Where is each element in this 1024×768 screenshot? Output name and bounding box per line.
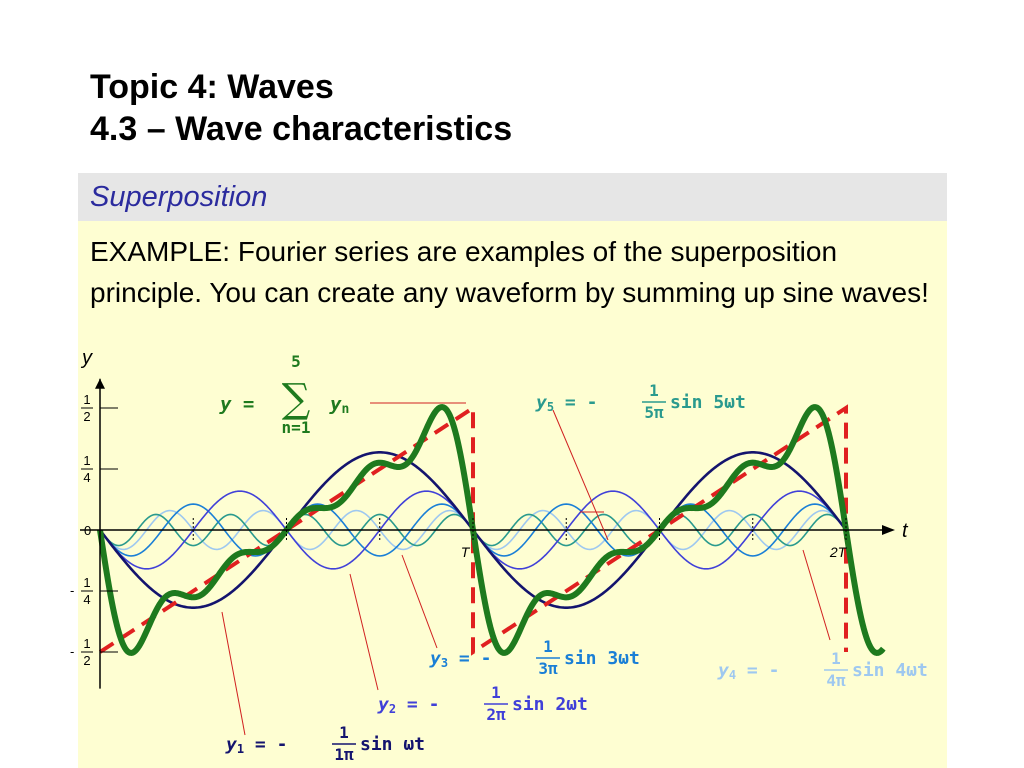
label-y1-fn: sin ωt: [360, 734, 425, 755]
x-axis-arrow: [882, 525, 895, 535]
label-y5-fn: sin 5ωt: [670, 392, 746, 413]
label-sum-lower: n=1: [282, 418, 311, 437]
label-y3-lhs: y3 = -: [429, 648, 491, 670]
y-tick-num-1: 1: [83, 453, 90, 468]
label-y2-eq: = -: [396, 694, 439, 715]
label-y3: y3 = - 1 3π sin 3ωt: [429, 637, 640, 678]
label-y4: y4 = - 1 4π sin 4ωt: [717, 649, 928, 690]
label-y1-eq: = -: [244, 734, 287, 755]
x-tick-label-1: 2T: [829, 544, 848, 560]
label-y5-var: y: [535, 392, 548, 413]
label-sum-sigma: ∑: [282, 376, 311, 422]
label-y4-var: y: [717, 660, 730, 681]
label-y3-eq: = -: [448, 648, 491, 669]
label-y5-lhs: y5 = -: [535, 392, 597, 414]
y-tick-label-2: 0: [84, 523, 91, 538]
y-tick-sign-3: -: [70, 583, 74, 598]
label-y1-lhs: y1 = -: [225, 734, 287, 756]
leader-lines-layer: [221, 402, 831, 736]
y-tick-den-4: 2: [83, 653, 90, 668]
label-y1-den: 1π: [334, 745, 354, 764]
label-y1-num: 1: [339, 723, 349, 742]
label-y3-fn: sin 3ωt: [564, 648, 640, 669]
label-sum-term-sub: n: [341, 402, 349, 417]
label-y3-var: y: [429, 648, 442, 669]
label-y2-sub: 2: [389, 702, 396, 716]
leader-y5: [552, 409, 609, 541]
label-sum-term: yn: [329, 393, 349, 417]
label-y3-den: 3π: [538, 659, 558, 678]
label-y4-den: 4π: [826, 671, 846, 690]
slide-title: Topic 4: Waves: [90, 68, 334, 106]
section-title: Superposition: [90, 181, 268, 213]
label-y2-var: y: [377, 694, 390, 715]
label-sum-lhs: y =: [219, 393, 254, 415]
y-tick-num-0: 1: [83, 392, 90, 407]
y-tick-den-0: 2: [83, 409, 90, 424]
y-axis-arrow: [95, 378, 105, 389]
label-y2-fn: sin 2ωt: [512, 694, 588, 715]
y-tick-den-3: 4: [83, 592, 90, 607]
y-axis-label: y: [80, 347, 93, 369]
series-sum-line: [97, 404, 886, 656]
label-y2: y2 = - 1 2π sin 2ωt: [377, 683, 588, 724]
label-y2-lhs: y2 = -: [377, 694, 439, 716]
label-y4-num: 1: [831, 649, 841, 668]
label-y4-lhs: y4 = -: [717, 660, 779, 682]
content-box: EXAMPLE: Fourier series are examples of …: [78, 221, 947, 768]
leader-y1: [221, 611, 246, 736]
label-y5-num: 1: [649, 381, 659, 400]
x-tick-label-0: T: [461, 544, 471, 560]
label-sum: y = 5 ∑n=1 yn: [219, 352, 349, 437]
sawtooth-reference-line: [98, 404, 848, 656]
label-y1-sub: 1: [237, 742, 244, 756]
leader-y4: [802, 549, 831, 641]
label-y3-sub: 3: [441, 656, 448, 670]
label-y2-den: 2π: [486, 705, 506, 724]
example-text: EXAMPLE: Fourier series are examples of …: [90, 236, 929, 308]
y-tick-den-1: 4: [83, 470, 90, 485]
label-y4-fn: sin 4ωt: [852, 660, 928, 681]
label-sum-term-var: y: [329, 393, 342, 415]
leader-y2: [349, 573, 379, 691]
label-y4-sub: 4: [729, 668, 736, 682]
label-y4-eq: = -: [736, 660, 779, 681]
label-y1-var: y: [225, 734, 238, 755]
x-axis-label: t: [902, 520, 909, 542]
section-header: Superposition: [78, 173, 947, 221]
y-tick-num-4: 1: [83, 636, 90, 651]
label-y5: y5 = - 1 5π sin 5ωt: [535, 381, 746, 422]
label-y5-eq: = -: [554, 392, 597, 413]
label-y2-num: 1: [491, 683, 501, 702]
label-y5-den: 5π: [644, 403, 664, 422]
y-tick-sign-4: -: [70, 644, 74, 659]
label-y1: y1 = - 11π sin ωt: [225, 723, 425, 764]
label-y3-num: 1: [543, 637, 553, 656]
label-sum-upper: 5: [291, 352, 301, 371]
label-y5-sub: 5: [547, 400, 554, 414]
slide-subtitle: 4.3 – Wave characteristics: [90, 110, 513, 148]
y-tick-num-3: 1: [83, 575, 90, 590]
leader-y3: [401, 554, 438, 649]
